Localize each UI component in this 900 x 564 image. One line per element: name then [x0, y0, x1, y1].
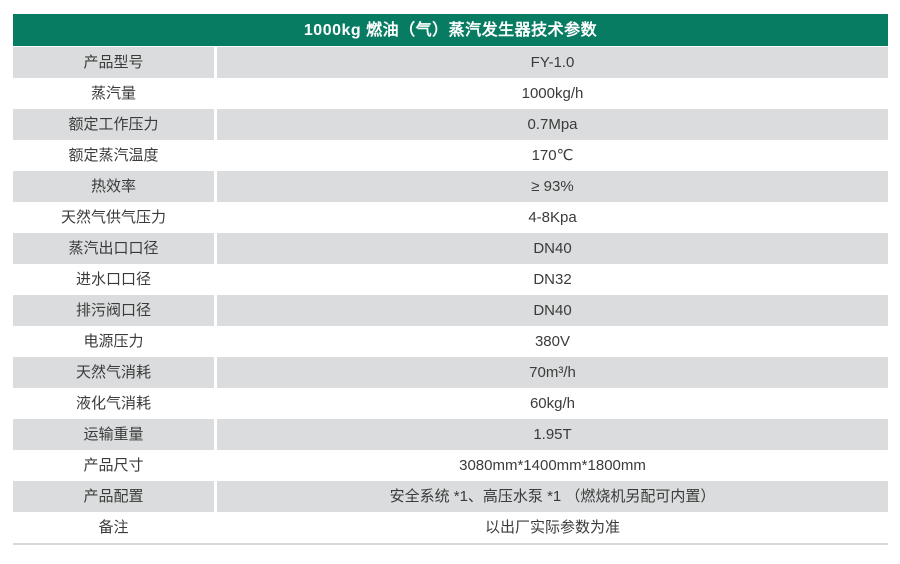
spec-value: ≥ 93% — [531, 178, 574, 195]
table-row: 热效率 ≥ 93% — [13, 171, 888, 202]
spec-value: DN40 — [533, 240, 572, 257]
table-row: 天然气供气压力 4-8Kpa — [13, 202, 888, 233]
spec-value: 0.7Mpa — [527, 116, 578, 133]
table-row: 备注 以出厂实际参数为准 — [13, 512, 888, 543]
spec-value: 安全系统 *1、高压水泵 *1 （燃烧机另配可内置） — [389, 488, 716, 505]
table-row: 产品配置 安全系统 *1、高压水泵 *1 （燃烧机另配可内置） — [13, 481, 888, 512]
spec-label: 产品配置 — [13, 481, 217, 512]
spec-value: 170℃ — [531, 147, 574, 164]
table-row: 液化气消耗 60kg/h — [13, 388, 888, 419]
table-row: 产品型号 FY-1.0 — [13, 47, 888, 78]
spec-label: 产品尺寸 — [13, 450, 217, 481]
spec-value: 380V — [534, 333, 571, 350]
spec-value: 1000kg/h — [521, 85, 584, 102]
spec-value: 60kg/h — [529, 395, 576, 412]
spec-label: 蒸汽出口口径 — [13, 233, 217, 264]
table-row: 进水口口径 DN32 — [13, 264, 888, 295]
spec-label: 产品型号 — [13, 47, 217, 78]
spec-label: 液化气消耗 — [13, 388, 217, 419]
spec-label: 排污阀口径 — [13, 295, 217, 326]
spec-value: DN40 — [533, 302, 572, 319]
spec-label: 备注 — [13, 512, 217, 543]
table-row: 产品尺寸 3080mm*1400mm*1800mm — [13, 450, 888, 481]
spec-label: 天然气消耗 — [13, 357, 217, 388]
spec-label: 蒸汽量 — [13, 78, 217, 109]
spec-value: FY-1.0 — [530, 54, 575, 71]
table-row: 排污阀口径 DN40 — [13, 295, 888, 326]
table-row: 天然气消耗 70m³/h — [13, 357, 888, 388]
spec-value: 3080mm*1400mm*1800mm — [459, 457, 646, 474]
spec-value: 以出厂实际参数为准 — [484, 519, 620, 536]
spec-label: 电源压力 — [13, 326, 217, 357]
table-bottom-divider — [13, 543, 888, 545]
table-row: 额定工作压力 0.7Mpa — [13, 109, 888, 140]
table-row: 电源压力 380V — [13, 326, 888, 357]
table-row: 蒸汽量 1000kg/h — [13, 78, 888, 109]
table-row: 蒸汽出口口径 DN40 — [13, 233, 888, 264]
spec-label: 额定工作压力 — [13, 109, 217, 140]
spec-value: 4-8Kpa — [528, 209, 577, 226]
spec-label: 运输重量 — [13, 419, 217, 450]
spec-table: 1000kg 燃油（气）蒸汽发生器技术参数 产品型号 FY-1.0 蒸汽量 10… — [13, 14, 888, 545]
spec-label: 热效率 — [13, 171, 217, 202]
spec-value: DN32 — [533, 271, 572, 288]
spec-label: 天然气供气压力 — [13, 202, 217, 233]
spec-value: 70m³/h — [529, 364, 576, 381]
spec-label: 进水口口径 — [13, 264, 217, 295]
spec-label: 额定蒸汽温度 — [13, 140, 217, 171]
table-title: 1000kg 燃油（气）蒸汽发生器技术参数 — [13, 14, 888, 47]
spec-value: 1.95T — [533, 426, 572, 443]
table-row: 运输重量 1.95T — [13, 419, 888, 450]
table-row: 额定蒸汽温度 170℃ — [13, 140, 888, 171]
